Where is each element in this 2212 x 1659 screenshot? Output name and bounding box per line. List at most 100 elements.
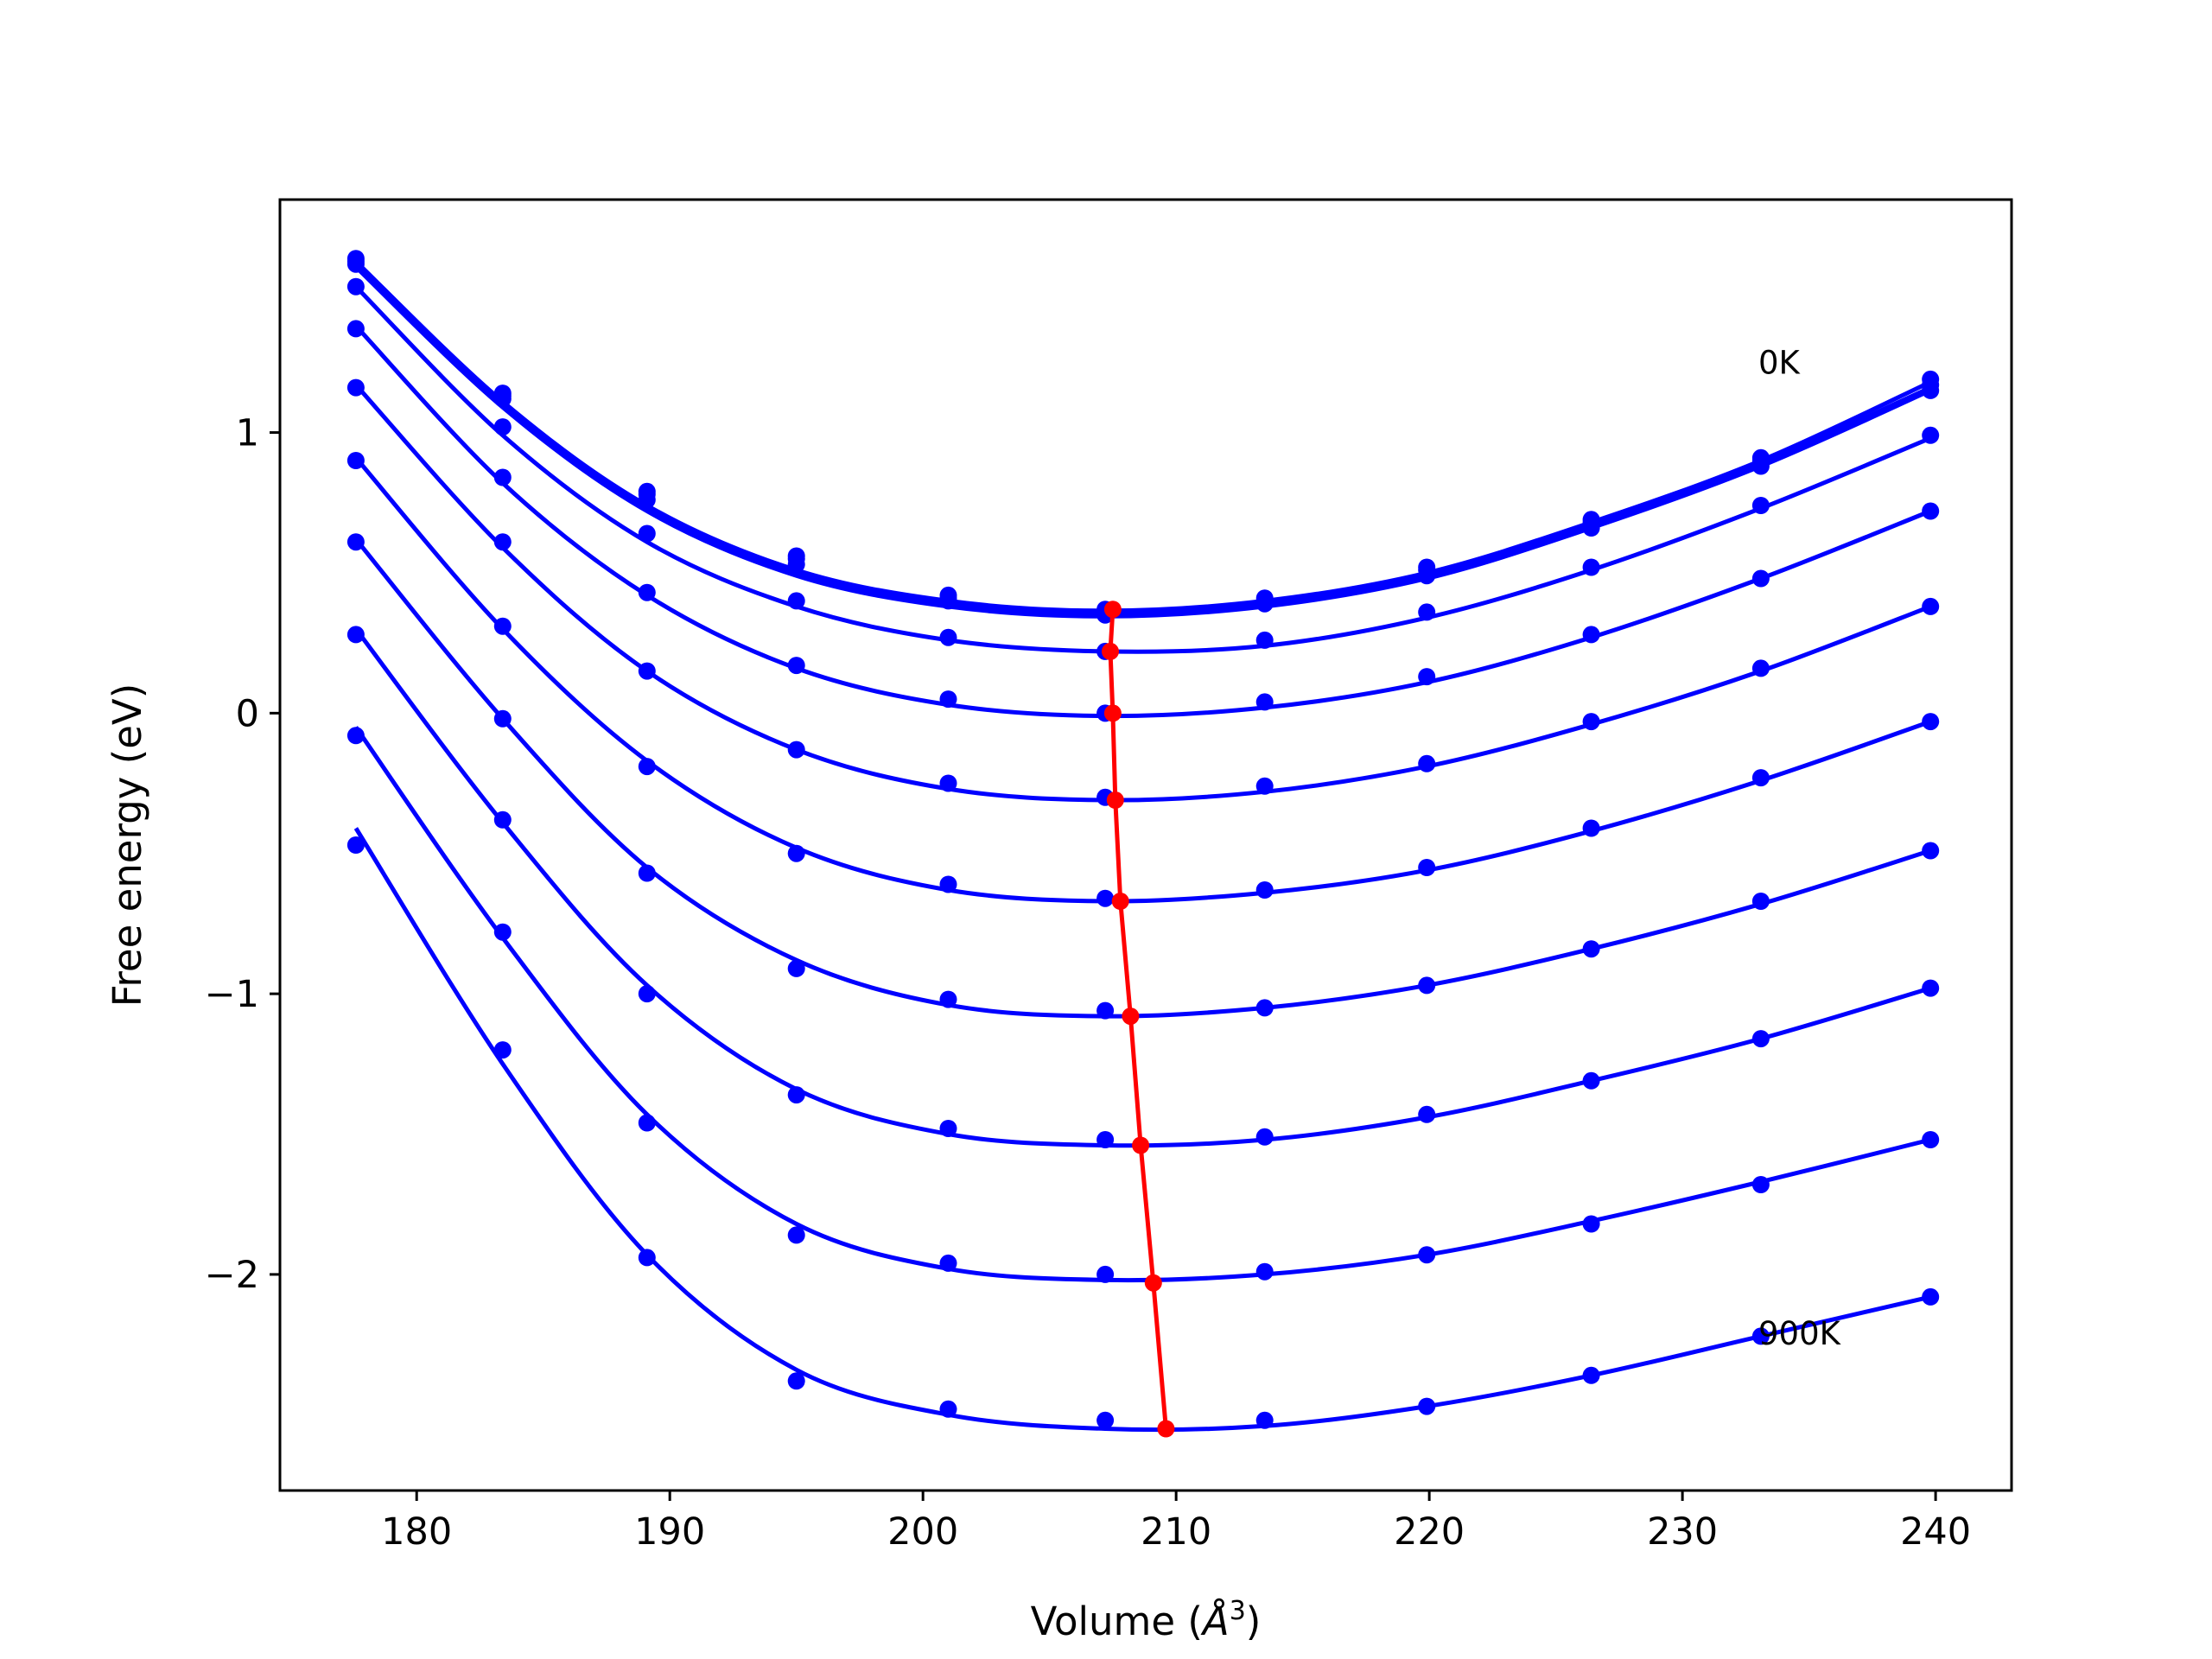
data-point [1751,659,1770,677]
data-point [346,378,365,397]
x-axis: 180 190 200 210 220 230 240 [381,1491,1971,1554]
data-point [638,985,656,1003]
data-point [638,524,656,543]
y-tick-label: −1 [205,973,259,1016]
minimum-point [1144,1274,1162,1292]
x-tick-label: 230 [1647,1510,1718,1554]
data-point [1582,1366,1600,1384]
data-point [493,533,512,551]
data-point [1418,567,1436,585]
fit-curve-4 [354,324,1932,719]
data-point [1582,626,1600,644]
data-point [1922,426,1940,444]
data-point [939,628,957,646]
annotation-0k: 0K [1758,344,1802,381]
data-point [1922,842,1940,860]
data-point [493,709,512,728]
y-axis-label: Free energy (eV) [105,683,150,1007]
data-point [1255,594,1274,613]
data-point [787,592,805,610]
y-axis: 1 0 −1 −2 [205,412,280,1297]
data-point [493,390,512,408]
data-point [638,662,656,680]
annotation-900k: 900K [1758,1315,1842,1352]
data-point [939,1254,957,1272]
data-point [346,255,365,273]
data-point [1255,881,1274,899]
data-point [1582,713,1600,731]
data-point [787,959,805,977]
data-point [1922,1131,1940,1148]
data-point [638,1249,656,1267]
data-point [346,452,365,469]
data-point [939,1400,957,1418]
data-point [638,758,656,776]
data-point [1922,1287,1940,1306]
data-point [1582,558,1600,576]
data-point [346,533,365,551]
data-point [1582,819,1600,837]
data-point [1096,1131,1115,1148]
fit-curve-8 [353,627,1931,1148]
data-point [638,864,656,882]
data-point [1751,1030,1770,1048]
data-point [1418,1105,1436,1123]
fit-curves [353,259,1932,1433]
y-tick-label: −2 [205,1254,259,1297]
data-point [1418,603,1436,621]
data-point [939,875,957,893]
fit-curve-2 [354,265,1932,619]
minimum-point [1111,893,1129,910]
data-point [493,468,512,486]
data-point [1418,976,1436,995]
data-point [787,1086,805,1104]
data-point [638,583,656,601]
data-point [939,990,957,1008]
data-point [1751,569,1770,588]
data-point [1096,1265,1115,1283]
data-point [1751,497,1770,514]
x-tick-label: 190 [634,1510,705,1554]
minimum-point [1122,1007,1140,1026]
data-point [1096,1411,1115,1429]
data-point [346,277,365,296]
x-tick-label: 180 [381,1510,452,1554]
minima-line [1102,601,1175,1438]
data-point [787,1372,805,1390]
fit-curve-1 [354,262,1932,616]
data-point [493,617,512,635]
data-point [1922,502,1940,520]
data-point [493,1041,512,1059]
data-point [1418,1246,1436,1264]
minimum-point [1132,1136,1150,1154]
data-point [1255,777,1274,795]
data-point [1255,1128,1274,1146]
x-axis-label: Volume (Å3) [1031,1596,1262,1644]
data-point [346,836,365,854]
data-point [1418,859,1436,876]
minimum-point [1106,791,1124,809]
data-point [1418,668,1436,686]
data-point [1922,713,1940,731]
data-point [1418,754,1436,772]
data-point [1096,1001,1115,1020]
data-point [493,418,512,436]
fit-curve-9 [353,726,1931,1283]
data-point [1751,1176,1770,1193]
x-tick-label: 220 [1394,1510,1465,1554]
data-point [346,727,365,745]
data-point [1922,597,1940,615]
minimum-point [1103,601,1122,619]
minimum-point [1102,642,1119,660]
minimum-point [1157,1420,1175,1438]
data-point [1582,1215,1600,1233]
data-points [346,250,1940,1429]
data-point [1096,889,1115,907]
data-point [939,774,957,792]
data-point [1255,999,1274,1017]
data-point [1582,1071,1600,1090]
data-point [787,1226,805,1244]
y-tick-label: 1 [236,412,259,455]
data-point [493,810,512,829]
